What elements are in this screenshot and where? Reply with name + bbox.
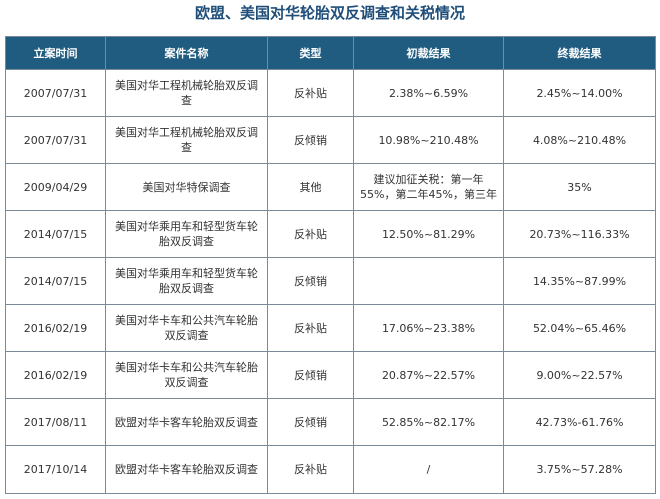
cell-date: 2014/07/15 (5, 257, 106, 305)
table-header-row: 立案时间 案件名称 类型 初裁结果 终裁结果 (5, 36, 656, 70)
table-row: 2014/07/15 美国对华乘用车和轻型货车轮胎双反调查 反补贴 12.50%… (5, 210, 656, 258)
column-header-type: 类型 (267, 36, 354, 70)
cell-final: 42.73%-61.76% (503, 398, 656, 446)
cell-date: 2017/10/14 (5, 445, 106, 494)
tariff-table: 立案时间 案件名称 类型 初裁结果 终裁结果 2007/07/31 美国对华工程… (5, 36, 656, 494)
cell-final: 35% (503, 163, 656, 211)
table-row: 2009/04/29 美国对华特保调查 其他 建议加征关税：第一年55%，第二年… (5, 163, 656, 211)
cell-final: 9.00%~22.57% (503, 351, 656, 399)
cell-type: 反补贴 (267, 69, 354, 117)
cell-type: 反倾销 (267, 116, 354, 164)
cell-date: 2017/08/11 (5, 398, 106, 446)
column-header-initial: 初裁结果 (353, 36, 504, 70)
table-row: 2016/02/19 美国对华卡车和公共汽车轮胎双反调查 反倾销 20.87%~… (5, 351, 656, 399)
cell-case: 美国对华卡车和公共汽车轮胎双反调查 (105, 304, 268, 352)
cell-initial: 建议加征关税：第一年55%，第二年45%，第三年 (353, 163, 504, 211)
cell-date: 2009/04/29 (5, 163, 106, 211)
cell-initial: 17.06%~23.38% (353, 304, 504, 352)
cell-type: 反补贴 (267, 210, 354, 258)
table-row: 2014/07/15 美国对华乘用车和轻型货车轮胎双反调查 反倾销 14.35%… (5, 257, 656, 305)
cell-final: 4.08%~210.48% (503, 116, 656, 164)
table-row: 2007/07/31 美国对华工程机械轮胎双反调查 反补贴 2.38%~6.59… (5, 69, 656, 117)
cell-case: 欧盟对华卡客车轮胎双反调查 (105, 398, 268, 446)
cell-case: 美国对华工程机械轮胎双反调查 (105, 69, 268, 117)
column-header-case: 案件名称 (105, 36, 268, 70)
cell-initial: 52.85%~82.17% (353, 398, 504, 446)
cell-case: 美国对华乘用车和轻型货车轮胎双反调查 (105, 210, 268, 258)
cell-final: 2.45%~14.00% (503, 69, 656, 117)
table-row: 2017/10/14 欧盟对华卡客车轮胎双反调查 反补贴 / 3.75%~57.… (5, 445, 656, 494)
cell-type: 反倾销 (267, 398, 354, 446)
table-row: 2007/07/31 美国对华工程机械轮胎双反调查 反倾销 10.98%~210… (5, 116, 656, 164)
cell-initial: 10.98%~210.48% (353, 116, 504, 164)
cell-initial: 2.38%~6.59% (353, 69, 504, 117)
cell-type: 反补贴 (267, 304, 354, 352)
cell-date: 2016/02/19 (5, 304, 106, 352)
column-header-date: 立案时间 (5, 36, 106, 70)
page-title: 欧盟、美国对华轮胎双反调查和关税情况 (194, 4, 465, 22)
cell-final: 20.73%~116.33% (503, 210, 656, 258)
cell-case: 美国对华乘用车和轻型货车轮胎双反调查 (105, 257, 268, 305)
cell-date: 2016/02/19 (5, 351, 106, 399)
cell-case: 美国对华卡车和公共汽车轮胎双反调查 (105, 351, 268, 399)
table-row: 2016/02/19 美国对华卡车和公共汽车轮胎双反调查 反补贴 17.06%~… (5, 304, 656, 352)
cell-final: 14.35%~87.99% (503, 257, 656, 305)
cell-type: 反补贴 (267, 445, 354, 494)
cell-date: 2007/07/31 (5, 116, 106, 164)
cell-date: 2007/07/31 (5, 69, 106, 117)
table-row: 2017/08/11 欧盟对华卡客车轮胎双反调查 反倾销 52.85%~82.1… (5, 398, 656, 446)
cell-final: 3.75%~57.28% (503, 445, 656, 494)
cell-type: 其他 (267, 163, 354, 211)
cell-initial: 20.87%~22.57% (353, 351, 504, 399)
cell-date: 2014/07/15 (5, 210, 106, 258)
cell-initial: / (353, 445, 504, 494)
cell-initial (353, 257, 504, 305)
cell-initial: 12.50%~81.29% (353, 210, 504, 258)
cell-final: 52.04%~65.46% (503, 304, 656, 352)
cell-case: 美国对华工程机械轮胎双反调查 (105, 116, 268, 164)
cell-type: 反倾销 (267, 351, 354, 399)
cell-type: 反倾销 (267, 257, 354, 305)
column-header-final: 终裁结果 (503, 36, 656, 70)
cell-case: 欧盟对华卡客车轮胎双反调查 (105, 445, 268, 494)
cell-case: 美国对华特保调查 (105, 163, 268, 211)
